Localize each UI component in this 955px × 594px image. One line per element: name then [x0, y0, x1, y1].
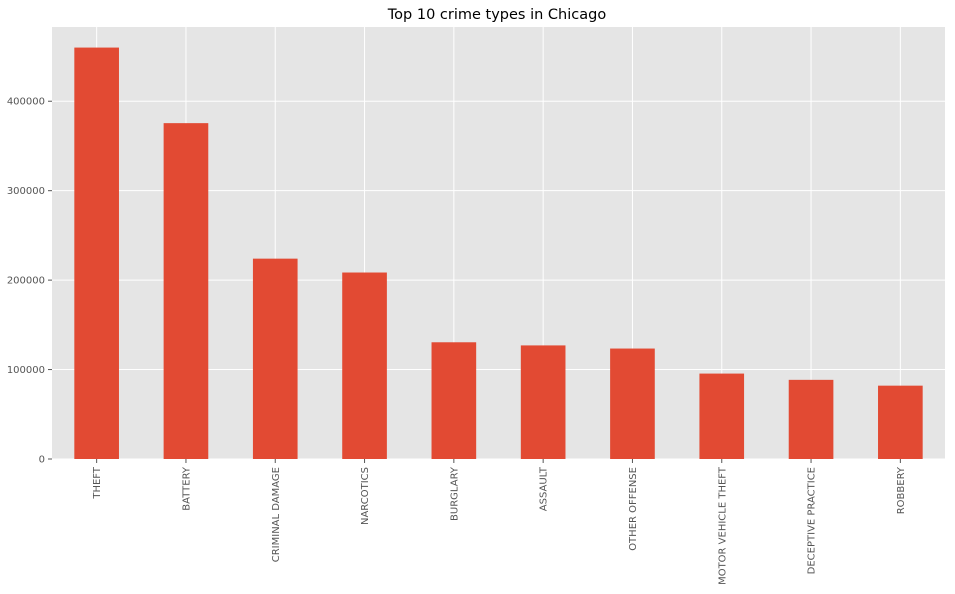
chart-title: Top 10 crime types in Chicago [387, 7, 607, 23]
x-tick-label: OTHER OFFENSE [628, 467, 639, 551]
x-tick-label: ASSAULT [539, 466, 550, 511]
y-tick-label: 300000 [7, 186, 45, 197]
x-tick-label: ROBBERY [896, 466, 907, 514]
y-tick-label: 400000 [7, 97, 45, 108]
x-tick-label: MOTOR VEHICLE THEFT [717, 466, 728, 585]
y-tick-label: 100000 [7, 365, 45, 376]
bar [610, 348, 655, 459]
bar [163, 123, 209, 459]
y-axis: 0 100000 200000 300000 400000 [7, 97, 52, 466]
bar [431, 342, 477, 459]
x-axis: THEFT BATTERY CRIMINAL DAMAGE NARCOTICS BURG… [92, 459, 907, 585]
bar [699, 373, 745, 459]
bar [878, 385, 923, 459]
bars [74, 47, 923, 459]
x-tick-label: CRIMINAL DAMAGE [271, 467, 282, 562]
x-tick-label: BURGLARY [449, 466, 460, 521]
x-tick-label: BATTERY [181, 466, 192, 511]
bar [342, 272, 387, 459]
x-tick-label: DECEPTIVE PRACTICE [807, 467, 818, 574]
x-tick-label: THEFT [92, 466, 103, 500]
bar [520, 345, 566, 459]
x-tick-label: NARCOTICS [360, 467, 371, 525]
y-tick-label: 200000 [7, 276, 45, 287]
bar [788, 379, 834, 459]
bar [74, 47, 119, 459]
y-tick-label: 0 [39, 455, 45, 466]
bar [252, 258, 298, 459]
